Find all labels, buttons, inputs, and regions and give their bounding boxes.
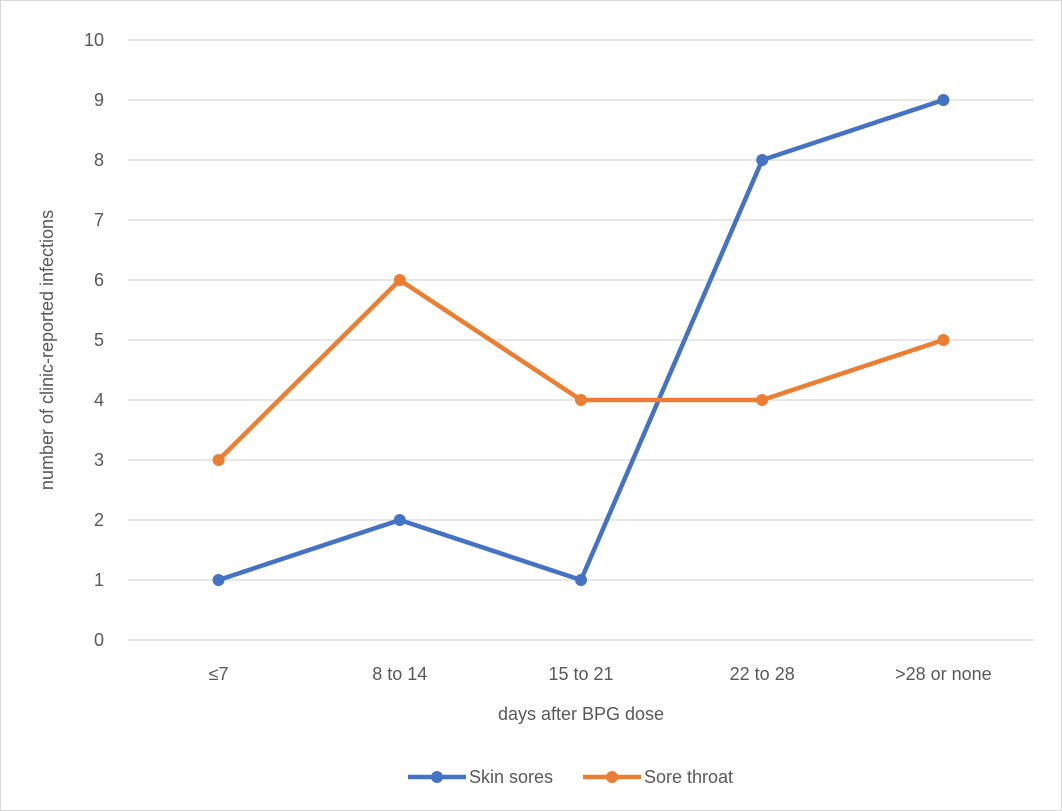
legend-item-skin-sores: Skin sores	[408, 767, 553, 787]
data-point-skin-sores	[756, 154, 769, 166]
legend-item-sore-throat: Sore throat	[583, 767, 733, 787]
x-tick-label: 8 to 14	[372, 664, 427, 684]
y-tick-label: 8	[94, 150, 104, 170]
data-point-sore-throat	[393, 274, 406, 286]
series-group	[212, 94, 950, 586]
legend-swatch-marker	[431, 771, 443, 783]
legend-swatch-marker	[606, 771, 618, 783]
y-tick-label: 2	[94, 510, 104, 530]
legend-label: Skin sores	[469, 767, 553, 787]
data-point-sore-throat	[756, 394, 769, 406]
y-tick-label: 7	[94, 210, 104, 230]
data-point-sore-throat	[937, 334, 950, 346]
y-tick-label: 1	[94, 570, 104, 590]
x-axis-tick-labels: ≤7 8 to 14 15 to 21 22 to 28 >28 or none	[209, 664, 992, 684]
y-tick-label: 3	[94, 450, 104, 470]
data-point-skin-sores	[393, 514, 406, 526]
x-tick-label: 15 to 21	[548, 664, 613, 684]
y-tick-label: 10	[84, 30, 104, 50]
y-axis-title: number of clinic-reported infections	[37, 210, 57, 490]
x-tick-label: ≤7	[209, 664, 229, 684]
y-tick-label: 9	[94, 90, 104, 110]
y-tick-label: 5	[94, 330, 104, 350]
x-axis-title: days after BPG dose	[498, 704, 664, 724]
legend-label: Sore throat	[644, 767, 733, 787]
y-tick-label: 4	[94, 390, 104, 410]
legend: Skin sores Sore throat	[408, 767, 733, 787]
data-point-skin-sores	[937, 94, 950, 106]
data-point-sore-throat	[575, 394, 587, 406]
y-axis-tick-labels: 0 1 2 3 4 5 6 7 8 9 10	[84, 30, 104, 650]
data-point-skin-sores	[575, 574, 587, 586]
series-sore-throat	[212, 274, 950, 466]
x-tick-label: >28 or none	[895, 664, 992, 684]
data-point-sore-throat	[212, 454, 225, 466]
y-tick-label: 6	[94, 270, 104, 290]
y-tick-label: 0	[94, 630, 104, 650]
series-skin-sores	[212, 94, 950, 586]
x-tick-label: 22 to 28	[730, 664, 795, 684]
data-point-skin-sores	[212, 574, 225, 586]
